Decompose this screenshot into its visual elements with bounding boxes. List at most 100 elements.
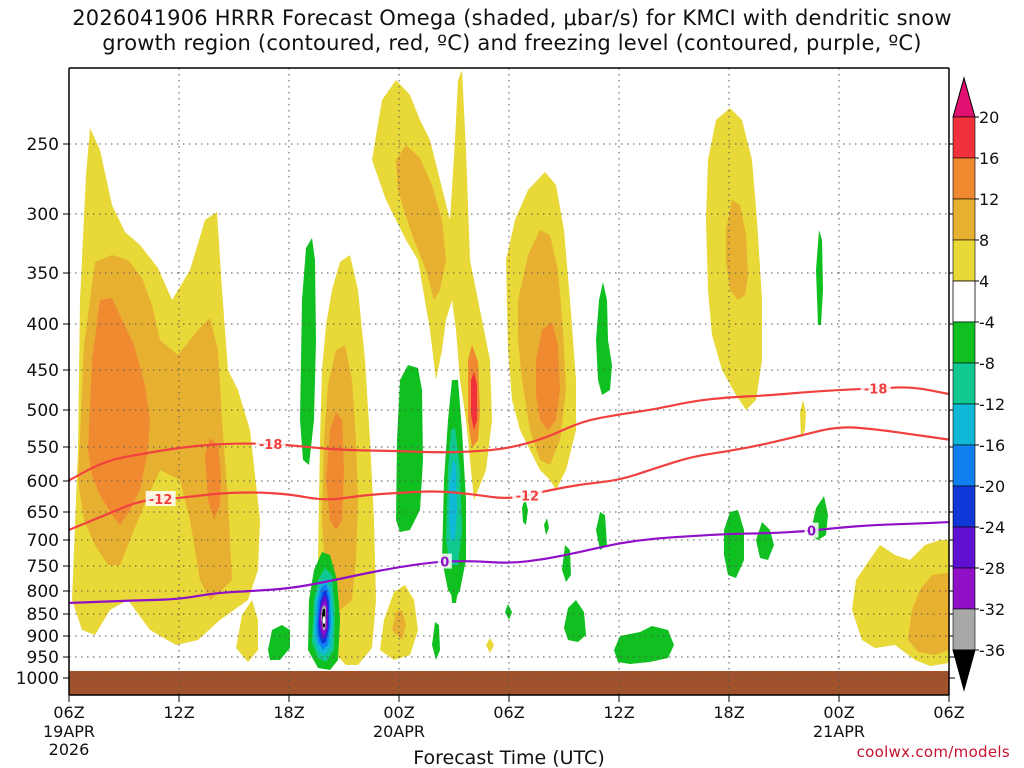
omega-region-east-upper-orange xyxy=(726,200,748,300)
y-tick-label: 1000 xyxy=(16,669,59,689)
y-tick-label: 800 xyxy=(27,582,59,602)
colorbar-segment xyxy=(952,608,976,651)
colorbar-segment xyxy=(952,157,976,200)
colorbar-label: -4 xyxy=(979,313,995,332)
x-tick-label: 06Z xyxy=(493,703,524,722)
colorbar-segment xyxy=(952,526,976,569)
colorbar-label: 4 xyxy=(979,272,989,291)
omega-neg-spot-b xyxy=(432,622,440,660)
y-tick-label: 350 xyxy=(27,264,59,284)
colorbar-label: -32 xyxy=(979,600,1005,619)
x-tick-label: 00Z xyxy=(383,703,414,722)
x-tick-label: 06Z xyxy=(53,703,84,722)
omega-neg-spot-e xyxy=(596,282,612,395)
colorbar-segment xyxy=(952,198,976,241)
colorbar-label: 16 xyxy=(979,149,999,168)
contour-label: -18 xyxy=(864,382,888,397)
y-axis: 2503003504004505005506006507007508008509… xyxy=(16,135,955,689)
colorbar-label: -8 xyxy=(979,354,995,373)
x-date-label: 19APR xyxy=(43,722,95,741)
y-tick-label: 550 xyxy=(27,438,59,458)
omega-neg-spot-k xyxy=(816,230,823,325)
colorbar-label: -36 xyxy=(979,641,1005,660)
colorbar-segment xyxy=(952,280,976,323)
y-tick-label: 250 xyxy=(27,135,59,155)
colorbar-segment xyxy=(952,239,976,282)
contour-label: -12 xyxy=(149,493,173,508)
x-axis-title: Forecast Time (UTC) xyxy=(413,747,604,768)
contour-line--12 xyxy=(69,426,949,531)
y-tick-label: 600 xyxy=(27,472,59,492)
contour-label-background xyxy=(145,490,176,506)
colorbar-label: -28 xyxy=(979,559,1005,578)
colorbar-label: 20 xyxy=(979,108,999,127)
omega-neg-tall-green xyxy=(300,238,316,465)
colorbar-label: -24 xyxy=(979,518,1005,537)
y-tick-label: 850 xyxy=(27,605,59,625)
y-tick-label: 700 xyxy=(27,531,59,551)
x-tick-label: 00Z xyxy=(823,703,854,722)
omega-region-upper-red xyxy=(471,372,477,430)
omega-region-central-orange xyxy=(326,412,344,530)
omega-neg-spot-j xyxy=(756,522,774,560)
x-tick-label: 12Z xyxy=(163,703,194,722)
colorbar-label: -16 xyxy=(979,436,1005,455)
title-line-1: 2026041906 HRRR Forecast Omega (shaded, … xyxy=(72,6,952,30)
colorbar-bottom-arrow xyxy=(952,649,976,692)
contour-label-background xyxy=(860,380,891,396)
colorbar-segment xyxy=(952,485,976,528)
contour-labels: -18 -18 -12 -12 0 0 xyxy=(145,380,891,571)
contour-label-background xyxy=(437,553,452,569)
colorbar-segment xyxy=(952,116,976,159)
contour-lines xyxy=(69,386,949,605)
colorbar-label: -20 xyxy=(979,477,1005,496)
colorbar: 20 16 12 8 4 -4 -8 -12 -16 -20 -24 -28 -32 -36 xyxy=(952,76,1005,692)
footer-attribution: coolwx.com/models xyxy=(856,743,1010,761)
y-tick-label: 950 xyxy=(27,648,59,668)
y-tick-label: 500 xyxy=(27,401,59,421)
colorbar-segment xyxy=(952,567,976,610)
omega-neg-spot-a xyxy=(268,625,290,660)
y-tick-label: 900 xyxy=(27,627,59,647)
y-tick-label: 300 xyxy=(27,205,59,225)
omega-neg-spot-h xyxy=(614,626,674,664)
y-tick-label: 750 xyxy=(27,557,59,577)
colorbar-segment xyxy=(952,444,976,487)
y-tick-label: 450 xyxy=(27,361,59,381)
contour-line-0 xyxy=(69,520,949,605)
contour-label: -12 xyxy=(516,489,540,504)
x-tick-label: 18Z xyxy=(713,703,744,722)
omega-region-west-orange xyxy=(88,298,150,525)
omega-spot-4 xyxy=(486,638,494,653)
omega-region-west-orange-2 xyxy=(205,438,221,520)
contour-label: -18 xyxy=(259,438,283,453)
omega-region-midright-orange xyxy=(536,322,560,430)
omega-spot-1 xyxy=(236,600,258,662)
colorbar-top-arrow xyxy=(952,76,976,118)
contour-label-background xyxy=(804,522,819,538)
x-tick-label: 12Z xyxy=(603,703,634,722)
title-line-2: growth region (contoured, red, ºC) and f… xyxy=(102,31,922,55)
x-tick-label: 18Z xyxy=(273,703,304,722)
contour-label: 0 xyxy=(807,525,816,540)
contour-line--18 xyxy=(69,386,949,482)
colorbar-label: 12 xyxy=(979,190,999,209)
contour-label-background xyxy=(255,436,286,452)
omega-spot-2b xyxy=(392,610,406,640)
chart-title: 2026041906 HRRR Forecast Omega (shaded, … xyxy=(0,6,1024,56)
colorbar-segment xyxy=(952,362,976,405)
omega-neg-spot-m xyxy=(505,604,512,620)
x-tick-label: 06Z xyxy=(933,703,964,722)
y-tick-label: 400 xyxy=(27,315,59,335)
omega-region-east-lower-orange xyxy=(908,573,949,655)
contour-label-background xyxy=(512,487,543,503)
y-tick-label: 650 xyxy=(27,503,59,523)
x-date-label: 21APR xyxy=(813,722,865,741)
omega-neg-core-white xyxy=(322,616,326,624)
omega-neg-mid-green xyxy=(396,365,423,532)
colorbar-label: -12 xyxy=(979,395,1005,414)
omega-region-upper-orange-light xyxy=(396,145,446,300)
omega-neg-tail-green xyxy=(450,570,458,603)
